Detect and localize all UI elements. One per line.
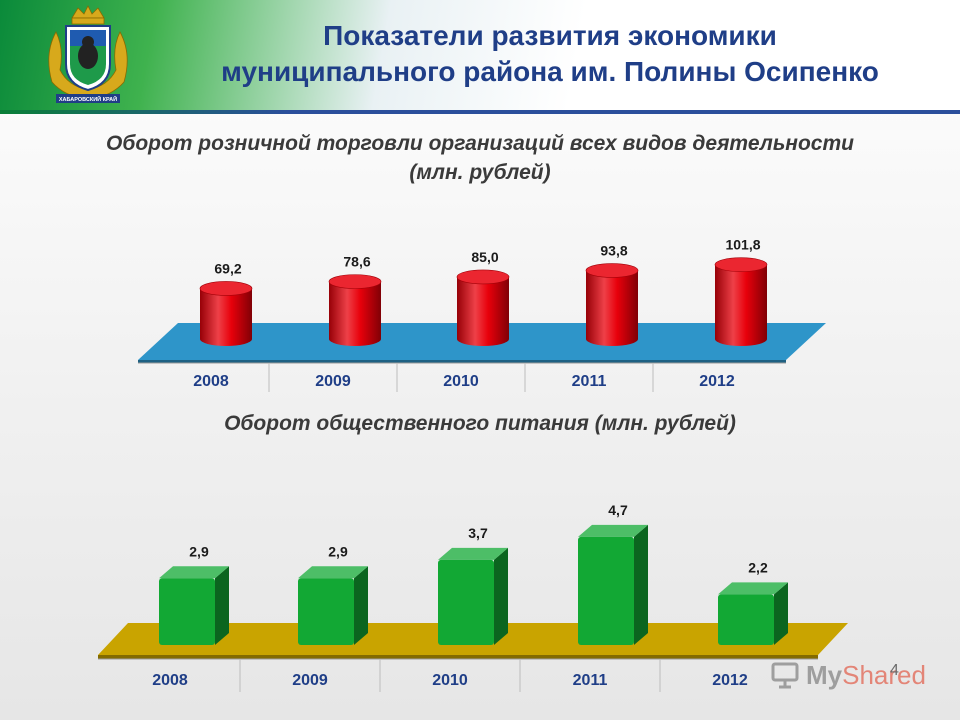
catering-turnover-chart: 2,9 2,9 3,7 4,7 2,2 2008 2009 2010 2011 2012: [98, 502, 848, 692]
catering-chart-title: Оборот общественного питания (млн. рубле…: [224, 412, 736, 435]
retail-chart-title: Оборот розничной торговли организаций вс…: [105, 132, 854, 155]
watermark-text: MyShared: [806, 660, 926, 690]
catering-category-label: 2010: [432, 672, 468, 689]
catering-bar-top-2012: [718, 582, 788, 595]
catering-category-label: 2008: [152, 672, 188, 689]
presentation-board-icon: [771, 662, 799, 689]
catering-value-label: 2,9: [189, 543, 209, 559]
retail-bar-2011: [586, 270, 638, 346]
catering-bar-side-2008: [215, 566, 229, 645]
catering-bar-top-2011: [578, 524, 648, 537]
retail-category-label: 2012: [699, 373, 735, 390]
catering-category-label: 2012: [712, 672, 748, 689]
emblem-caption: ХАБАРОВСКИЙ КРАЙ: [59, 95, 117, 103]
retail-value-label: 93,8: [600, 243, 627, 259]
catering-bar-2012: [718, 594, 774, 645]
retail-bar-top-2010: [456, 269, 510, 285]
catering-category-label: 2011: [573, 672, 608, 689]
catering-bar-side-2009: [354, 566, 368, 645]
header-divider: [0, 110, 960, 114]
catering-bar-2011: [578, 536, 634, 645]
page-number: 4: [890, 662, 899, 679]
retail-category-label: 2009: [315, 373, 351, 390]
catering-bar-2010: [438, 559, 494, 645]
catering-bar-side-2012: [774, 582, 788, 645]
slide-header: [0, 0, 960, 112]
retail-turnover-chart: 69,2 78,6 85,0 93,8 101,8 2008 2009 2010 2011 201…: [138, 237, 826, 392]
retail-bar-2012: [715, 264, 767, 346]
catering-bar-side-2010: [494, 547, 508, 645]
retail-bar-top-2009: [328, 274, 382, 289]
retail-value-label: 78,6: [343, 254, 370, 270]
retail-category-label: 2008: [193, 373, 229, 390]
retail-bar-2010: [457, 276, 509, 346]
catering-category-label: 2009: [292, 672, 328, 689]
retail-value-label: 101,8: [725, 237, 760, 253]
retail-value-label: 85,0: [471, 249, 498, 265]
catering-bar-top-2008: [159, 566, 229, 579]
retail-bar-top-2011: [585, 263, 639, 278]
retail-bar-top-2008: [199, 281, 253, 296]
coat-of-arms-icon: ХАБАРОВСКИЙ КРАЙ: [48, 5, 128, 103]
catering-bar-top-2010: [438, 547, 508, 560]
catering-chart-floor-edge: [98, 655, 818, 659]
retail-chart-floor-edge: [138, 360, 786, 363]
slide-title-line2: муниципального района им. Полины Осипенк…: [221, 56, 879, 87]
catering-value-label: 4,7: [608, 502, 628, 518]
catering-value-label: 2,9: [328, 543, 348, 559]
retail-bar-top-2012: [714, 257, 768, 272]
catering-bar-2008: [159, 578, 215, 645]
slide-title-line1: Показатели развития экономики: [323, 20, 777, 51]
watermark: MyShared: [770, 658, 930, 692]
retail-value-label: 69,2: [214, 260, 241, 276]
retail-chart-unit: (млн. рублей): [409, 161, 551, 184]
retail-bar-2009: [329, 281, 381, 346]
catering-bar-2009: [298, 578, 354, 645]
catering-bar-top-2009: [298, 566, 368, 579]
retail-bar-2008: [200, 288, 252, 346]
retail-category-label: 2011: [572, 373, 607, 390]
catering-value-label: 2,2: [748, 559, 768, 575]
catering-value-label: 3,7: [468, 525, 488, 541]
catering-bar-side-2011: [634, 524, 648, 645]
retail-category-label: 2010: [443, 373, 479, 390]
